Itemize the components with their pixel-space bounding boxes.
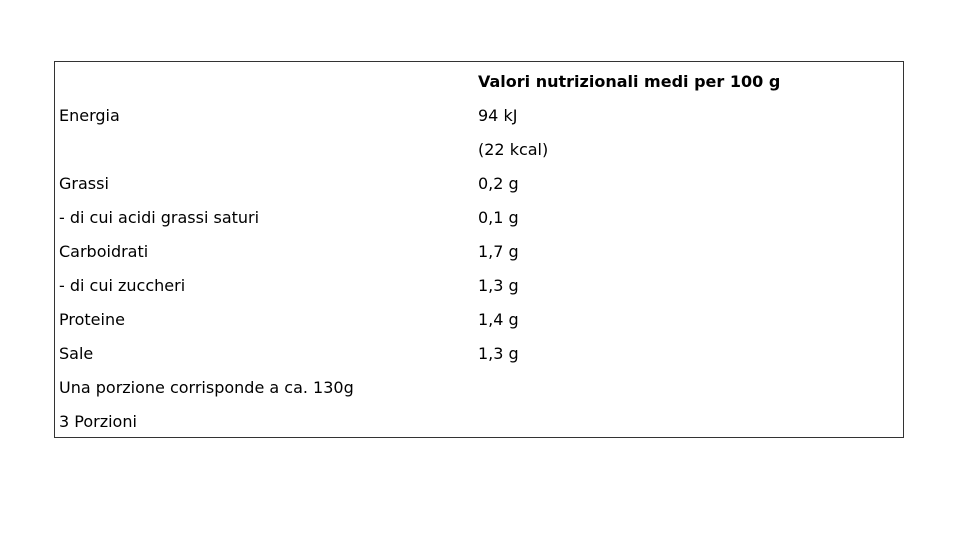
nutrient-value: 1,4 g xyxy=(478,310,519,329)
nutrient-value: 94 kJ xyxy=(478,106,518,125)
nutrient-label: Una porzione corrisponde a ca. 130g xyxy=(59,378,354,397)
nutrient-label: Carboidrati xyxy=(59,242,149,261)
nutrient-value: 1,7 g xyxy=(478,242,519,261)
nutrient-label: Sale xyxy=(59,344,94,363)
nutrient-label: Proteine xyxy=(59,310,125,329)
nutrient-value: (22 kcal) xyxy=(478,140,549,159)
nutrient-label: 3 Porzioni xyxy=(59,412,137,431)
nutrient-label: - di cui acidi grassi saturi xyxy=(59,208,260,227)
nutrient-label: Grassi xyxy=(59,174,109,193)
nutrient-value: 0,1 g xyxy=(478,208,519,227)
nutrient-value: 1,3 g xyxy=(478,344,519,363)
nutrient-label: Energia xyxy=(59,106,120,125)
nutrient-label: - di cui zuccheri xyxy=(59,276,186,295)
nutrient-value: 1,3 g xyxy=(478,276,519,295)
nutrient-value: 0,2 g xyxy=(478,174,519,193)
nutrition-table: Valori nutrizionali medi per 100 g Energi… xyxy=(54,61,904,438)
header-cell: Valori nutrizionali medi per 100 g xyxy=(478,72,781,91)
